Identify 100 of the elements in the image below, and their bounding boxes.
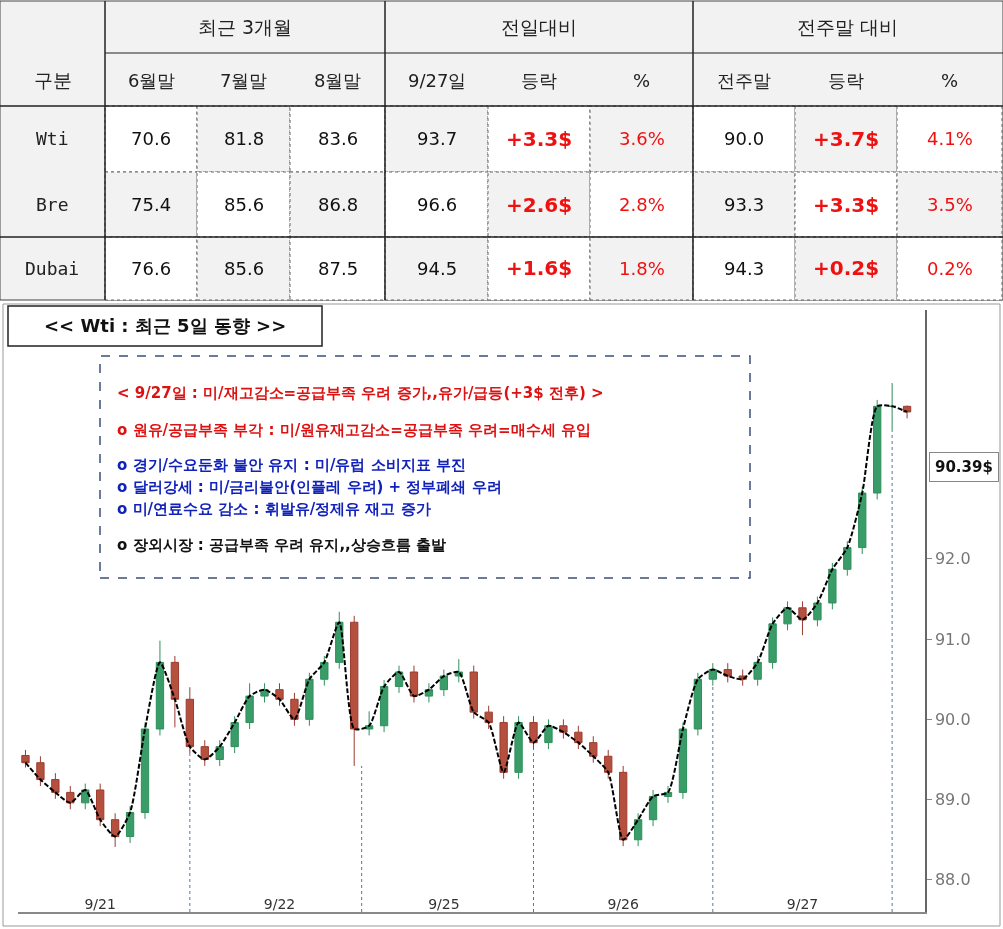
category-label: Dubai (25, 258, 80, 279)
text: 전일대비 (501, 16, 577, 38)
candlestick (499, 715, 508, 780)
x-tick-label: 9/25 (428, 896, 460, 912)
text: +2.6$ (506, 193, 573, 217)
annotation: o 원유/공급부족 부각 : 미/원유재고감소=공급부족 우려=매수세 유입 (117, 421, 591, 439)
category-label: 8월말 (314, 70, 362, 91)
text: 0.2% (927, 258, 973, 279)
candlestick (21, 749, 30, 769)
text: 85.6 (224, 194, 265, 215)
x-tick-label: 9/22 (263, 896, 296, 912)
text: +3.3$ (506, 127, 573, 151)
candlestick (544, 718, 553, 750)
text: +3.3$ (813, 193, 880, 217)
candlestick (484, 705, 493, 730)
candlestick (708, 662, 717, 687)
annotation: o 달러강세 : 미/금리불안(인플레 우려) + 정부폐쇄 우려 (117, 478, 502, 496)
candlestick (364, 710, 374, 736)
category-label: 9/27일 (408, 70, 467, 91)
candlestick (902, 405, 912, 419)
candlestick (768, 616, 777, 670)
category-label: 등락 (828, 70, 864, 91)
candlestick (873, 399, 882, 500)
text: 3.5% (927, 194, 973, 215)
text: 94.5 (417, 258, 458, 279)
text: 85.6 (224, 258, 265, 279)
candlestick (633, 812, 643, 847)
candlestick (215, 739, 224, 767)
candlestick (619, 765, 628, 847)
x-tick-label: 9/26 (607, 896, 639, 912)
candlestick (170, 655, 180, 728)
candlestick (275, 682, 284, 707)
text: 86.8 (318, 194, 359, 215)
candlestick (469, 665, 478, 720)
text: 전주말 대비 (797, 16, 899, 38)
text: 구분 (34, 69, 72, 91)
candlestick (409, 665, 419, 703)
candlestick (155, 640, 165, 736)
text: 90.0 (724, 128, 765, 149)
candlestick (514, 715, 523, 780)
annotation: o 경기/수요둔화 불안 유지 : 미/유럽 소비지표 부진 (117, 456, 466, 474)
candlestick (36, 755, 45, 787)
category-label: % (941, 70, 959, 91)
text: 94.3 (724, 258, 765, 279)
candlestick (245, 682, 254, 730)
annotation: < 9/27일 : 미/재고감소=공급부족 우려 증가,,유가/급등(+3$ 전후) > (117, 384, 604, 402)
candlestick (798, 600, 807, 636)
category-label: 6월말 (128, 70, 176, 91)
candlestick (648, 789, 658, 827)
text: 93.7 (417, 128, 458, 149)
category-label: 등락 (521, 70, 557, 91)
category-label: 전주말 (717, 70, 771, 91)
candlestick (350, 615, 359, 767)
category-label: Wti (36, 128, 69, 149)
text: 81.8 (224, 128, 265, 149)
candlestick (185, 686, 194, 754)
candlestick (439, 669, 449, 697)
candlestick (125, 805, 135, 844)
y-tick-label: 92.0 (934, 549, 971, 569)
line-series (24, 404, 909, 841)
annotation: o 미/연료수요 감소 : 휘발유/정제유 재고 증가 (117, 500, 431, 518)
candlestick (96, 783, 105, 827)
text: 2.8% (619, 194, 665, 215)
text: +3.7$ (813, 127, 880, 151)
candlestick (320, 655, 329, 687)
candlestick (51, 772, 60, 800)
category-label: Bre (36, 194, 69, 215)
candlestick (529, 715, 538, 750)
annotation: o 장외시장 : 공급부족 우려 유지,,상승흐름 출발 (117, 536, 447, 554)
text: 76.6 (131, 258, 172, 279)
x-tick-label: 9/21 (84, 896, 116, 912)
text: 83.6 (318, 128, 359, 149)
candlestick (828, 562, 837, 610)
text: 75.4 (131, 194, 172, 215)
candlestick (693, 672, 703, 736)
chart-title: << Wti : 최근 5일 동향 >> (44, 315, 287, 336)
text: 87.5 (318, 258, 359, 279)
category-label: % (633, 70, 651, 91)
text: +0.2$ (813, 256, 880, 280)
candlestick (379, 679, 389, 733)
text: 93.3 (724, 194, 765, 215)
text: +1.6$ (506, 256, 573, 280)
candlestick (230, 715, 239, 754)
candlestick (783, 600, 792, 631)
text: 96.6 (417, 194, 458, 215)
candlestick (858, 486, 867, 555)
candlestick (110, 812, 120, 848)
text: 70.6 (131, 128, 172, 149)
candlestick (305, 672, 314, 727)
y-tick-label: 89.0 (934, 790, 971, 810)
candlestick (559, 718, 568, 740)
candlestick (394, 665, 404, 694)
candlestick (678, 722, 688, 800)
text: 3.6% (619, 128, 665, 149)
text: 최근 3개월 (198, 16, 293, 38)
candlestick (604, 749, 613, 780)
text: 90.39$ (935, 458, 993, 476)
category-label: 7월말 (220, 70, 268, 91)
candlestick (589, 735, 598, 764)
candlestick (140, 722, 150, 820)
